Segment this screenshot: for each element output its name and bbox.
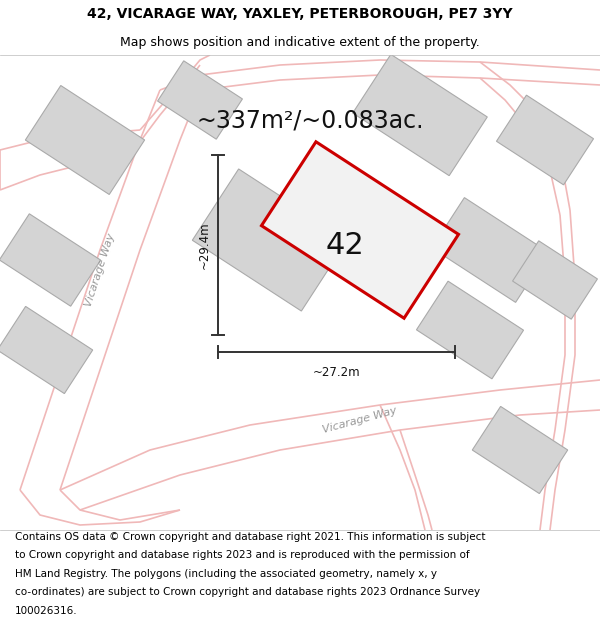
Polygon shape — [496, 95, 593, 185]
Text: to Crown copyright and database rights 2023 and is reproduced with the permissio: to Crown copyright and database rights 2… — [15, 551, 470, 561]
Polygon shape — [193, 169, 347, 311]
Text: 42, VICARAGE WAY, YAXLEY, PETERBOROUGH, PE7 3YY: 42, VICARAGE WAY, YAXLEY, PETERBOROUGH, … — [87, 7, 513, 21]
Text: Map shows position and indicative extent of the property.: Map shows position and indicative extent… — [120, 36, 480, 49]
Polygon shape — [0, 214, 101, 306]
Polygon shape — [512, 241, 598, 319]
Polygon shape — [472, 406, 568, 494]
Text: Vicarage Way: Vicarage Way — [322, 405, 398, 435]
Polygon shape — [262, 142, 458, 318]
Text: 100026316.: 100026316. — [15, 606, 77, 616]
Text: 42: 42 — [326, 231, 364, 259]
Text: ~27.2m: ~27.2m — [313, 366, 361, 379]
Text: Vicarage Way: Vicarage Way — [83, 232, 116, 308]
Polygon shape — [25, 86, 145, 194]
Text: co-ordinates) are subject to Crown copyright and database rights 2023 Ordnance S: co-ordinates) are subject to Crown copyr… — [15, 588, 480, 598]
Text: ~337m²/~0.083ac.: ~337m²/~0.083ac. — [196, 108, 424, 132]
Polygon shape — [353, 54, 487, 176]
Polygon shape — [158, 61, 242, 139]
Text: Contains OS data © Crown copyright and database right 2021. This information is : Contains OS data © Crown copyright and d… — [15, 532, 485, 542]
Text: HM Land Registry. The polygons (including the associated geometry, namely x, y: HM Land Registry. The polygons (includin… — [15, 569, 437, 579]
Polygon shape — [432, 198, 548, 302]
Polygon shape — [0, 306, 93, 394]
Polygon shape — [416, 281, 524, 379]
Text: ~29.4m: ~29.4m — [197, 221, 211, 269]
